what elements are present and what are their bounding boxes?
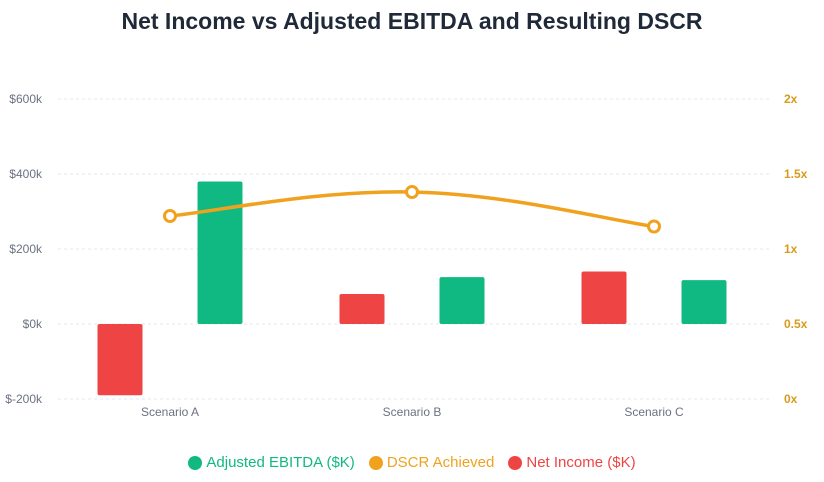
left-tick-label: $200k — [9, 242, 43, 256]
dscr-line-series — [163, 185, 661, 234]
bar-series — [97, 181, 727, 396]
net-income-bar — [97, 324, 143, 396]
legend: Adjusted EBITDA ($K) DSCR Achieved Net Inc… — [0, 454, 824, 471]
right-tick-label: 1.5x — [784, 167, 808, 181]
dscr-point — [405, 185, 419, 199]
left-tick-label: $400k — [9, 167, 43, 181]
net-income-bar — [581, 271, 627, 324]
net-income-bar — [339, 294, 385, 324]
x-tick-label: Scenario A — [141, 405, 199, 419]
adjusted-ebitda-bar — [681, 280, 727, 324]
left-tick-label: $0k — [23, 317, 43, 331]
dscr-point — [647, 219, 661, 234]
right-tick-label: 2x — [784, 92, 798, 106]
right-axis: 0x 0.5x 1x 1.5x 2x — [784, 92, 808, 406]
adjusted-ebitda-bar — [197, 181, 243, 324]
left-tick-label: $-200k — [5, 392, 43, 406]
right-tick-label: 0x — [784, 392, 798, 406]
right-tick-label: 1x — [784, 242, 798, 256]
adjusted-ebitda-bar — [439, 277, 485, 324]
legend-swatch-icon — [188, 455, 203, 470]
legend-item[interactable]: Net Income ($K) — [508, 454, 636, 471]
legend-label: Adjusted EBITDA ($K) — [206, 454, 355, 471]
x-tick-label: Scenario B — [383, 405, 442, 419]
legend-swatch-icon — [508, 455, 523, 470]
left-axis: $-200k $0k $200k $400k $600k — [5, 92, 43, 406]
right-tick-label: 0.5x — [784, 317, 808, 331]
x-axis: Scenario A Scenario B Scenario C — [141, 405, 684, 419]
legend-item[interactable]: DSCR Achieved — [368, 454, 495, 471]
left-tick-label: $600k — [9, 92, 43, 106]
x-tick-label: Scenario C — [624, 405, 684, 419]
grid-lines — [58, 98, 770, 400]
legend-item[interactable]: Adjusted EBITDA ($K) — [188, 454, 355, 471]
chart-title: Net Income vs Adjusted EBITDA and Result… — [121, 8, 703, 34]
legend-label: Net Income ($K) — [526, 454, 636, 471]
legend-swatch-icon — [368, 455, 383, 470]
dscr-point — [163, 209, 177, 223]
legend-label: DSCR Achieved — [386, 454, 495, 471]
